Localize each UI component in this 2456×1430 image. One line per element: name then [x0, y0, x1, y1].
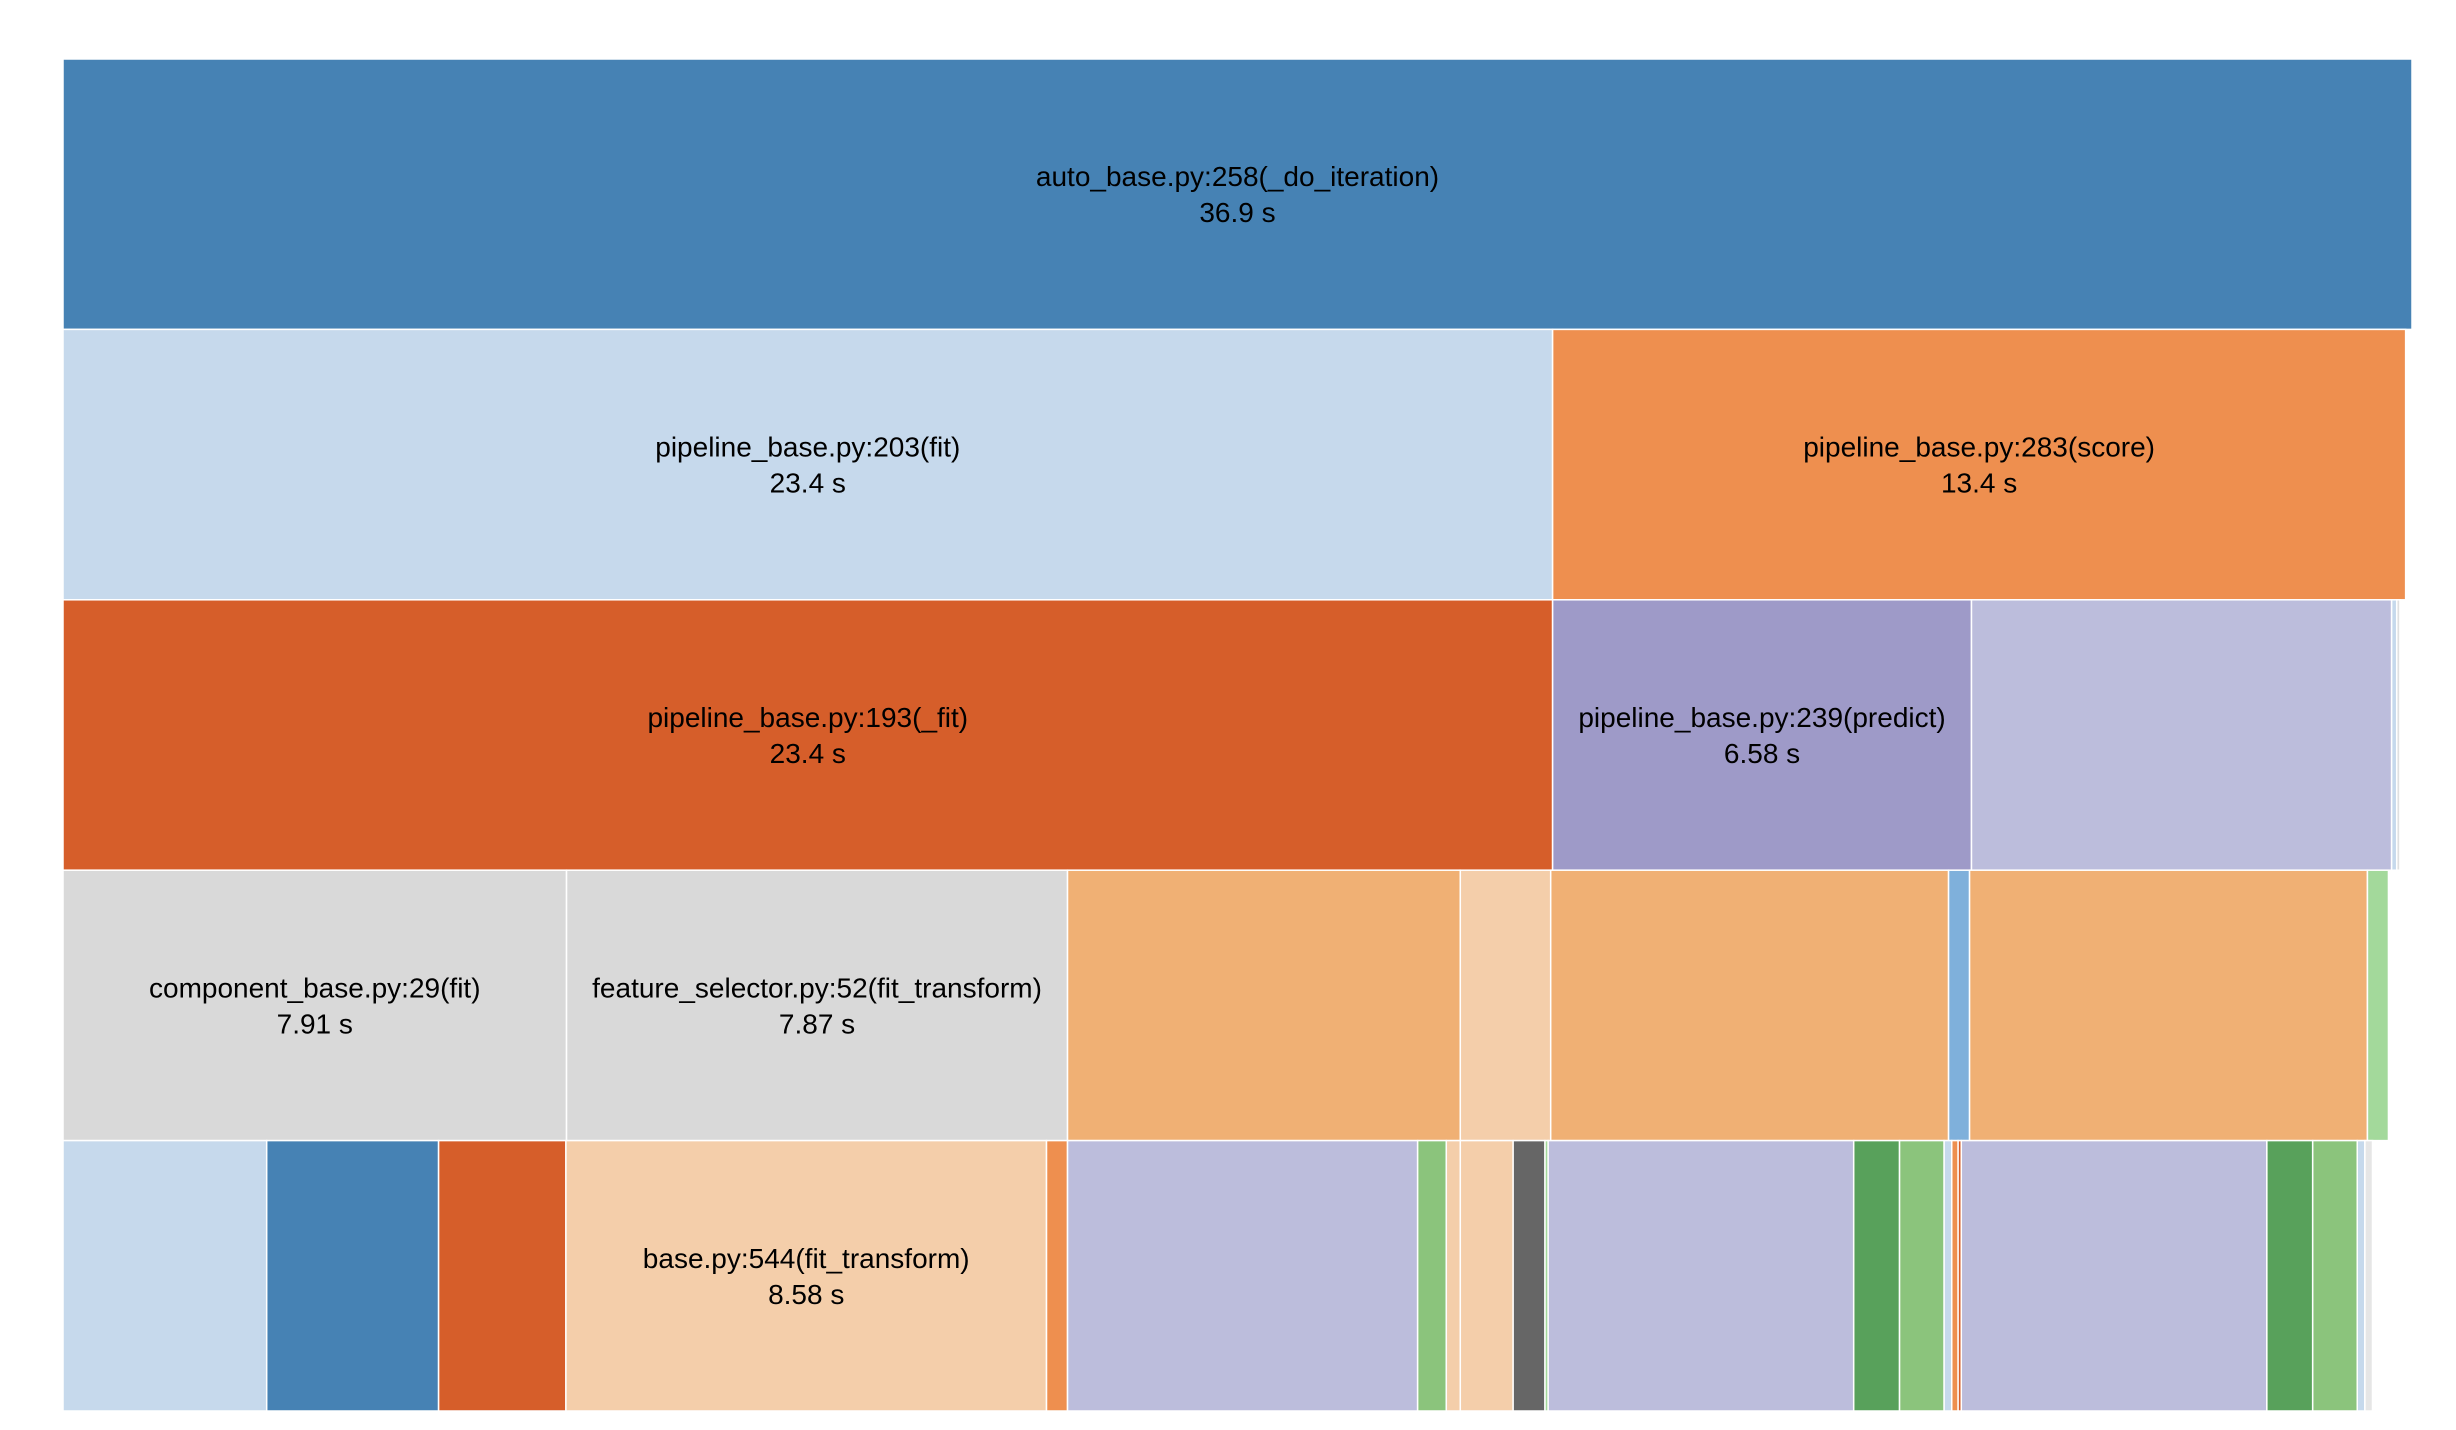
node-group[interactable]	[62, 1139, 268, 1412]
icicle-node[interactable]	[1459, 1139, 1514, 1412]
node-group[interactable]	[2364, 1139, 2374, 1412]
icicle-node[interactable]	[1445, 1139, 1462, 1412]
node-group[interactable]: pipeline_base.py:283(score) 13.4 s	[1551, 328, 2407, 601]
icicle-node[interactable]	[62, 58, 2413, 331]
node-group[interactable]	[1512, 1139, 1546, 1412]
node-group[interactable]: pipeline_base.py:239(predict) 6.58 s	[1551, 599, 1973, 871]
icicle-node[interactable]	[1898, 1139, 1945, 1412]
icicle-node[interactable]	[1416, 1139, 1448, 1412]
node-name-label: auto_base.py:258(_do_iteration)	[1036, 161, 1439, 192]
node-group[interactable]	[1947, 869, 1971, 1142]
icicle-node[interactable]	[2364, 1139, 2374, 1412]
icicle-node[interactable]	[62, 1139, 268, 1412]
icicle-node[interactable]	[1951, 1139, 1959, 1412]
node-name-label: component_base.py:29(fit)	[149, 972, 481, 1003]
icicle-node[interactable]	[437, 1139, 567, 1412]
icicle-node[interactable]	[1547, 1139, 1855, 1412]
icicle-node[interactable]	[2390, 599, 2398, 871]
icicle-node[interactable]	[1947, 869, 1971, 1142]
icicle-node[interactable]	[1066, 869, 1462, 1142]
icicle-node[interactable]	[1549, 869, 1950, 1142]
icicle-node[interactable]	[1551, 328, 2407, 601]
node-group[interactable]: component_base.py:29(fit) 7.91 s	[62, 869, 568, 1142]
node-name-label: pipeline_base.py:239(predict)	[1578, 702, 1945, 733]
icicle-node[interactable]	[565, 869, 1069, 1142]
node-name-label: pipeline_base.py:203(fit)	[655, 432, 960, 463]
node-name-label: pipeline_base.py:193(_fit)	[647, 702, 968, 733]
node-group[interactable]	[2390, 599, 2398, 871]
icicle-node[interactable]	[1551, 599, 1973, 871]
node-group[interactable]	[1852, 1139, 1901, 1412]
node-time-label: 36.9 s	[1199, 197, 1275, 228]
node-group[interactable]	[1968, 869, 2369, 1142]
icicle-node[interactable]	[62, 869, 568, 1142]
icicle-node[interactable]	[1852, 1139, 1901, 1412]
icicle-node[interactable]	[1066, 1139, 1419, 1412]
node-group[interactable]	[2311, 1139, 2358, 1412]
node-time-label: 23.4 s	[770, 738, 846, 769]
node-group[interactable]	[265, 1139, 440, 1412]
node-group[interactable]	[1066, 1139, 1419, 1412]
node-name-label: base.py:544(fit_transform)	[643, 1243, 970, 1274]
icicle-node[interactable]	[2266, 1139, 2314, 1412]
node-time-label: 7.87 s	[779, 1008, 855, 1039]
node-name-label: feature_selector.py:52(fit_transform)	[592, 972, 1042, 1003]
icicle-node[interactable]	[62, 328, 1554, 601]
node-group[interactable]	[2366, 869, 2390, 1142]
icicle-node[interactable]	[1970, 599, 2393, 871]
node-group[interactable]	[1416, 1139, 1448, 1412]
node-group[interactable]	[2266, 1139, 2314, 1412]
node-group[interactable]	[1943, 1139, 1953, 1412]
node-time-label: 23.4 s	[770, 468, 846, 499]
node-group[interactable]	[1898, 1139, 1945, 1412]
icicle-node[interactable]	[1459, 869, 1552, 1142]
icicle-node[interactable]	[1943, 1139, 1953, 1412]
node-group[interactable]	[2395, 599, 2401, 871]
icicle-node[interactable]	[2395, 599, 2401, 871]
node-group[interactable]	[1066, 869, 1462, 1142]
node-group[interactable]	[1951, 1139, 1959, 1412]
node-group[interactable]	[1045, 1139, 1069, 1412]
node-name-label: pipeline_base.py:283(score)	[1803, 432, 2155, 463]
node-group[interactable]	[1459, 869, 1552, 1142]
icicle-node[interactable]	[2356, 1139, 2366, 1412]
node-time-label: 8.58 s	[768, 1279, 844, 1310]
node-time-label: 13.4 s	[1941, 468, 2017, 499]
node-group[interactable]	[1970, 599, 2393, 871]
node-time-label: 7.91 s	[277, 1008, 353, 1039]
node-group[interactable]: pipeline_base.py:203(fit) 23.4 s	[62, 328, 1554, 601]
node-group[interactable]: base.py:544(fit_transform) 8.58 s	[565, 1139, 1048, 1412]
node-group[interactable]	[1960, 1139, 2268, 1412]
icicle-node[interactable]	[1045, 1139, 1069, 1412]
node-group[interactable]: auto_base.py:258(_do_iteration) 36.9 s	[62, 58, 2413, 331]
node-time-label: 6.58 s	[1724, 738, 1800, 769]
icicle-node[interactable]	[2311, 1139, 2358, 1412]
icicle-node[interactable]	[2366, 869, 2390, 1142]
node-group[interactable]	[1547, 1139, 1855, 1412]
node-group[interactable]: feature_selector.py:52(fit_transform) 7.8…	[565, 869, 1069, 1142]
node-group[interactable]	[1549, 869, 1950, 1142]
node-group[interactable]	[2356, 1139, 2366, 1412]
icicle-node[interactable]	[565, 1139, 1048, 1412]
icicle-node[interactable]	[1968, 869, 2369, 1142]
icicle-node[interactable]	[1512, 1139, 1546, 1412]
icicle-node[interactable]	[1960, 1139, 2268, 1412]
node-group[interactable]	[1445, 1139, 1462, 1412]
icicle-node[interactable]	[265, 1139, 440, 1412]
node-group[interactable]: pipeline_base.py:193(_fit) 23.4 s	[62, 599, 1554, 871]
icicle-node[interactable]	[62, 599, 1554, 871]
node-group[interactable]	[1459, 1139, 1514, 1412]
node-group[interactable]	[437, 1139, 567, 1412]
